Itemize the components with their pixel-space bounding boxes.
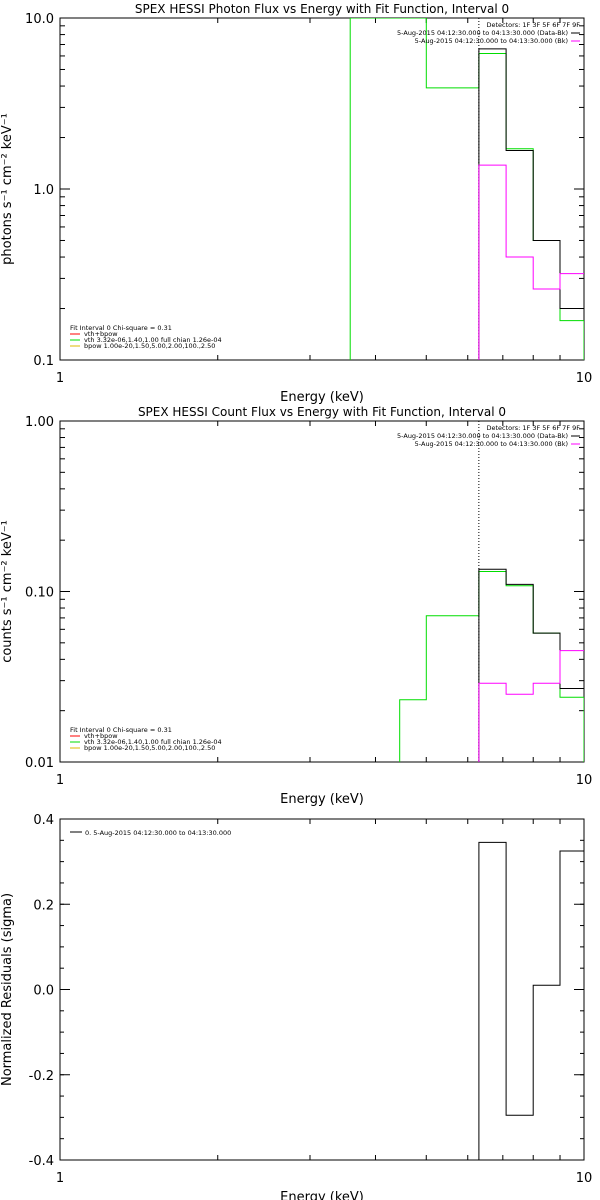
y-axis-label: counts s⁻¹ cm⁻² keV⁻¹ xyxy=(0,520,15,663)
chart-title: SPEX HESSI Count Flux vs Energy with Fit… xyxy=(138,405,506,419)
x-tick-label: 10 xyxy=(576,371,593,386)
x-tick-label: 10 xyxy=(576,773,593,788)
chart-photon: 0.1 1.0 10.0 1 10 Energy (keV) photons s⁻¹ cm⁻… xyxy=(0,2,592,405)
legend-entry-label: vth+bpow xyxy=(84,732,118,740)
chart-count: 0.01 0.10 1.00 1 10 Energy (keV) counts s⁻¹ cm… xyxy=(0,405,592,807)
y-tick-label: -0.2 xyxy=(29,1069,54,1084)
y-axis-label: photons s⁻¹ cm⁻² keV⁻¹ xyxy=(0,113,15,265)
chart-residuals: -0.4 -0.2 0.0 0.2 0.4 1 10 Energy (keV) Normaliz… xyxy=(0,813,592,1200)
y-tick-label: 0.4 xyxy=(33,813,54,828)
legend-entry-label: vth 3.32e-06,1.40,1.00 full chian 1.26e-… xyxy=(84,738,222,746)
chart-title: SPEX HESSI Photon Flux vs Energy with Fi… xyxy=(135,2,509,16)
legend-entry-label: vth 3.32e-06,1.40,1.00 full chian 1.26e-… xyxy=(84,336,222,344)
y-tick-label: 10.0 xyxy=(25,12,54,27)
series-1-line xyxy=(478,48,584,360)
legend-entry-label: vth+bpow xyxy=(84,330,118,338)
series-2-line xyxy=(478,650,584,762)
x-tick-label: 10 xyxy=(576,1171,593,1186)
y-tick-label: 0.01 xyxy=(25,756,54,771)
legend-detectors: Detectors: 1F 3F 5F 6F 7F 9F xyxy=(486,424,580,432)
x-tick-label: 1 xyxy=(56,1171,64,1186)
y-tick-label: 0.10 xyxy=(25,586,54,601)
series-0-line xyxy=(478,841,584,1160)
legend-entry-label: 5-Aug-2015 04:12:30.000 to 04:13:30.000 … xyxy=(397,29,568,37)
x-tick-label: 1 xyxy=(56,371,64,386)
fit-summary: Fit Interval 0 Chi-square = 0.31 xyxy=(70,726,172,734)
series-0-line xyxy=(349,18,584,360)
series-2-line xyxy=(478,164,584,360)
legend-entry-label: 5-Aug-2015 04:12:30.000 to 04:13:30.000 … xyxy=(397,432,568,440)
x-axis-label: Energy (keV) xyxy=(280,390,364,405)
fit-summary: Fit Interval 0 Chi-square = 0.31 xyxy=(70,324,172,332)
legend-entry-label: bpow 1.00e-20,1.50,5.00,2.00,100.,2.50 xyxy=(84,744,215,752)
y-axis-label: Normalized Residuals (sigma) xyxy=(0,893,15,1086)
legend-detectors: Detectors: 1F 3F 5F 6F 7F 9F xyxy=(486,21,580,29)
y-tick-label: 0.0 xyxy=(33,984,54,999)
legend-entry-label: 0. 5-Aug-2015 04:12:30.000 to 04:13:30.0… xyxy=(85,829,231,837)
legend-entry-label: 5-Aug-2015 04:12:30.000 to 04:13:30.000 … xyxy=(415,440,568,448)
y-tick-label: 1.0 xyxy=(33,183,54,198)
series-1-line xyxy=(478,568,584,762)
data-layer xyxy=(399,421,584,762)
series-0-line xyxy=(399,571,584,762)
y-tick-label: 1.00 xyxy=(25,415,54,430)
plot-frame xyxy=(59,818,585,1161)
x-axis-label: Energy (keV) xyxy=(280,792,364,807)
data-layer xyxy=(478,841,584,1160)
y-tick-label: -0.4 xyxy=(29,1154,54,1169)
plot-frame xyxy=(59,420,585,763)
data-layer xyxy=(349,18,584,360)
y-tick-label: 0.2 xyxy=(33,898,54,913)
plot-frame xyxy=(59,17,585,361)
y-tick-label: 0.1 xyxy=(33,354,54,369)
legend-entry-label: 5-Aug-2015 04:12:30.000 to 04:13:30.000 … xyxy=(415,37,568,45)
x-tick-label: 1 xyxy=(56,773,64,788)
legend-entry-label: bpow 1.00e-20,1.50,5.00,2.00,100.,2.50 xyxy=(84,342,215,350)
x-axis-label: Energy (keV) xyxy=(280,1190,364,1200)
